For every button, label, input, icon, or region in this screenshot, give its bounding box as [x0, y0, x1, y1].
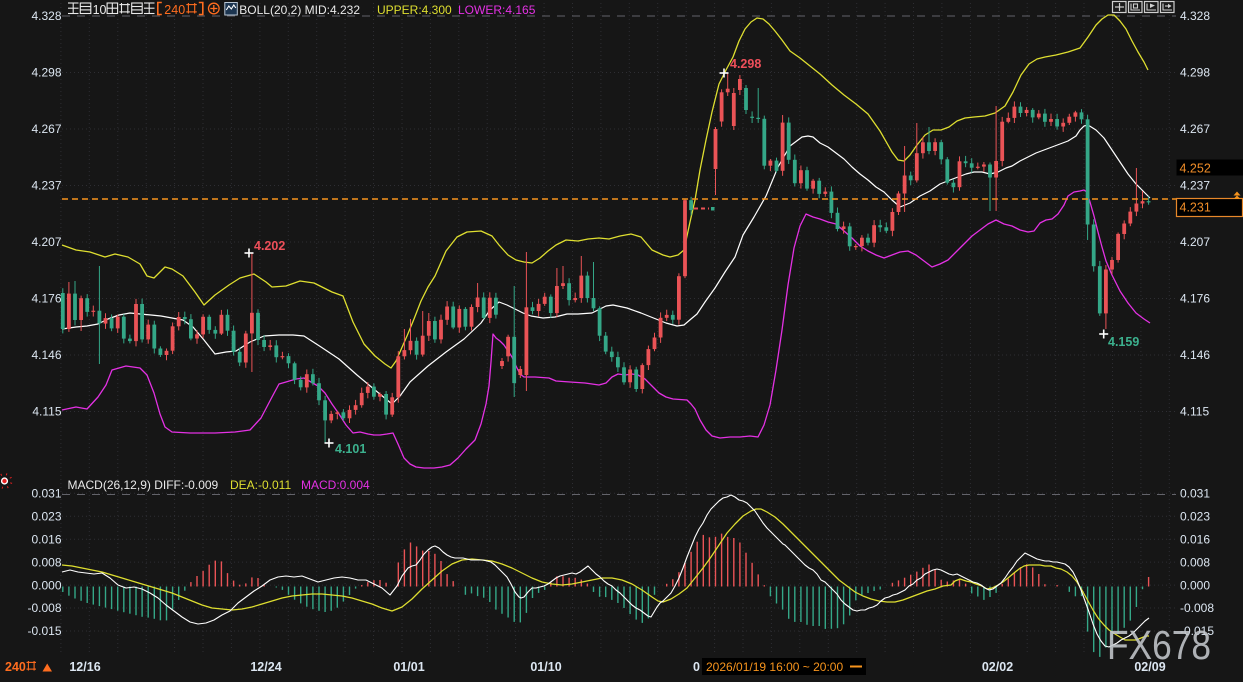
svg-text:MACD(26,12,9) DIFF:-0.009: MACD(26,12,9) DIFF:-0.009 — [68, 478, 219, 492]
svg-text:0.016: 0.016 — [1180, 532, 1210, 546]
svg-text:4.328: 4.328 — [1180, 9, 1210, 23]
svg-text:4.176: 4.176 — [31, 292, 61, 306]
svg-text:4.298: 4.298 — [730, 57, 761, 71]
svg-text:FX678: FX678 — [1107, 622, 1211, 668]
svg-text:240: 240 — [5, 660, 26, 674]
svg-text:4.101: 4.101 — [335, 442, 366, 456]
svg-text:0.031: 0.031 — [31, 487, 61, 501]
svg-text:4.159: 4.159 — [1108, 335, 1139, 349]
svg-text:01/10: 01/10 — [530, 660, 561, 674]
svg-text:4.328: 4.328 — [31, 9, 61, 23]
svg-text:4.252: 4.252 — [1180, 162, 1211, 176]
svg-text:-0.015: -0.015 — [27, 624, 61, 638]
svg-text:4.267: 4.267 — [31, 122, 61, 136]
svg-text:0.031: 0.031 — [1180, 487, 1210, 501]
svg-text:4.146: 4.146 — [31, 348, 61, 362]
svg-text:0.008: 0.008 — [31, 555, 61, 569]
svg-text:0.023: 0.023 — [1180, 509, 1210, 523]
svg-text:0.008: 0.008 — [1180, 555, 1210, 569]
svg-text:0.016: 0.016 — [31, 532, 61, 546]
svg-text:LOWER:4.165: LOWER:4.165 — [458, 3, 536, 17]
svg-text:12/24: 12/24 — [250, 660, 281, 674]
svg-text:4.231: 4.231 — [1180, 201, 1211, 215]
svg-text:BOLL(20,2) MID:4.232: BOLL(20,2) MID:4.232 — [239, 3, 360, 17]
svg-text:4.237: 4.237 — [1180, 179, 1210, 193]
svg-text:4.237: 4.237 — [31, 179, 61, 193]
svg-text:4.115: 4.115 — [32, 405, 61, 419]
svg-text:12/16: 12/16 — [69, 660, 100, 674]
svg-text:DEA:-0.011: DEA:-0.011 — [230, 478, 291, 492]
svg-text:0: 0 — [693, 660, 700, 674]
svg-text:-0.008: -0.008 — [1180, 601, 1214, 615]
svg-text:01/01: 01/01 — [393, 660, 424, 674]
svg-text:4.202: 4.202 — [254, 239, 285, 253]
svg-text:0.023: 0.023 — [31, 509, 61, 523]
svg-text:4.298: 4.298 — [31, 66, 61, 80]
svg-text:4.207: 4.207 — [31, 235, 61, 249]
svg-text:UPPER:4.300: UPPER:4.300 — [377, 3, 452, 17]
svg-text:10: 10 — [93, 3, 107, 17]
svg-text:4.176: 4.176 — [1180, 292, 1210, 306]
svg-text:MACD:0.004: MACD:0.004 — [301, 478, 370, 492]
svg-text:4.298: 4.298 — [1180, 66, 1210, 80]
svg-text:4.267: 4.267 — [1180, 122, 1210, 136]
svg-text:-0.008: -0.008 — [27, 601, 61, 615]
svg-text:240: 240 — [164, 3, 185, 17]
svg-text:0.000: 0.000 — [31, 578, 61, 592]
svg-text:2026/01/19 16:00 ~ 20:00: 2026/01/19 16:00 ~ 20:00 — [706, 660, 843, 674]
svg-text:0.000: 0.000 — [1180, 578, 1210, 592]
svg-text:4.146: 4.146 — [1180, 348, 1210, 362]
svg-text:02/02: 02/02 — [982, 660, 1013, 674]
svg-text:4.115: 4.115 — [1180, 405, 1209, 419]
svg-text:4.207: 4.207 — [1180, 235, 1210, 249]
